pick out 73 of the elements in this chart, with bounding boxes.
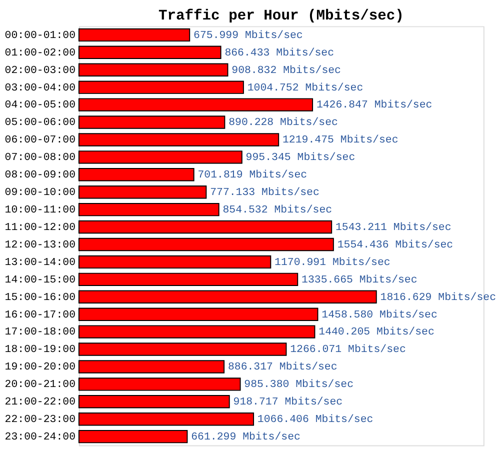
data-label: 1335.665 Mbits/sec <box>302 274 418 286</box>
bar <box>78 116 226 129</box>
y-tick-label: 21:00-22:00 <box>4 396 76 409</box>
bar <box>78 220 332 234</box>
y-tick-label: 02:00-03:00 <box>4 64 76 77</box>
bar <box>78 28 190 42</box>
y-tick-label: 04:00-05:00 <box>4 100 76 112</box>
data-label: 777.133 Mbits/sec <box>210 187 320 200</box>
data-label: 1066.406 Mbits/sec <box>257 414 374 426</box>
bar <box>78 360 225 374</box>
data-label: 1266.071 Mbits/sec <box>290 344 406 356</box>
data-label: 890.228 Mbits/sec <box>228 117 338 130</box>
data-label: 854.532 Mbits/sec <box>222 204 332 216</box>
data-label: 1170.991 Mbits/sec <box>274 256 390 269</box>
y-tick-label: 06:00-07:00 <box>4 134 76 147</box>
y-tick-label: 00:00-01:00 <box>4 30 76 42</box>
data-label: 1458.580 Mbits/sec <box>322 309 438 322</box>
bar <box>78 80 244 94</box>
data-label: 1816.629 Mbits/sec <box>380 292 496 304</box>
bar <box>78 186 207 199</box>
y-tick-label: 19:00-20:00 <box>4 362 76 374</box>
data-label: 661.299 Mbits/sec <box>191 432 300 444</box>
bar <box>78 308 318 321</box>
data-label: 866.433 Mbits/sec <box>224 47 334 60</box>
bar <box>78 430 188 444</box>
y-tick-label: 14:00-15:00 <box>4 274 76 286</box>
data-label: 675.999 Mbits/sec <box>194 30 303 42</box>
y-tick-label: 23:00-24:00 <box>4 432 76 444</box>
y-tick-label: 10:00-11:00 <box>4 204 76 216</box>
bar <box>78 238 334 252</box>
data-label: 1004.752 Mbits/sec <box>247 82 364 94</box>
data-label: 908.832 Mbits/sec <box>232 64 341 77</box>
bar <box>78 46 222 60</box>
bar <box>78 395 230 408</box>
y-tick-label: 09:00-10:00 <box>4 187 76 200</box>
data-label: 701.819 Mbits/sec <box>198 170 308 182</box>
bar <box>78 325 316 338</box>
bar <box>78 63 228 76</box>
bar <box>78 202 220 216</box>
y-tick-label: 12:00-13:00 <box>4 239 76 252</box>
bar <box>78 168 194 182</box>
data-label: 886.317 Mbits/sec <box>228 362 338 374</box>
data-label: 1440.205 Mbits/sec <box>318 326 434 339</box>
data-label: 1426.847 Mbits/sec <box>316 100 432 112</box>
bar <box>78 412 254 426</box>
y-tick-label: 16:00-17:00 <box>4 309 76 322</box>
y-tick-label: 15:00-16:00 <box>4 292 76 304</box>
y-tick-label: 08:00-09:00 <box>4 170 76 182</box>
y-tick-label: 05:00-06:00 <box>4 117 76 130</box>
y-tick-label: 07:00-08:00 <box>4 152 76 164</box>
data-label: 1554.436 Mbits/sec <box>337 239 454 252</box>
y-tick-label: 11:00-12:00 <box>4 222 76 234</box>
bar <box>78 98 314 112</box>
chart-title: Traffic per Hour (Mbits/sec) <box>158 8 404 24</box>
bar <box>78 290 377 304</box>
data-label: 985.380 Mbits/sec <box>244 379 354 392</box>
data-label: 1219.475 Mbits/sec <box>282 134 398 147</box>
y-tick-label: 18:00-19:00 <box>4 344 76 356</box>
bar <box>78 378 241 391</box>
y-tick-label: 03:00-04:00 <box>4 82 76 94</box>
y-tick-label: 22:00-23:00 <box>4 414 76 426</box>
bar <box>78 342 287 356</box>
bar <box>78 255 272 269</box>
bar <box>78 272 298 286</box>
y-tick-label: 20:00-21:00 <box>4 379 76 392</box>
y-tick-label: 13:00-14:00 <box>4 256 76 269</box>
y-tick-label: 01:00-02:00 <box>4 47 76 60</box>
bar <box>78 133 280 146</box>
y-tick-label: 17:00-18:00 <box>4 326 76 339</box>
data-label: 918.717 Mbits/sec <box>233 396 343 409</box>
data-label: 1543.211 Mbits/sec <box>335 222 452 234</box>
data-label: 995.345 Mbits/sec <box>246 152 356 164</box>
bar <box>78 150 242 164</box>
